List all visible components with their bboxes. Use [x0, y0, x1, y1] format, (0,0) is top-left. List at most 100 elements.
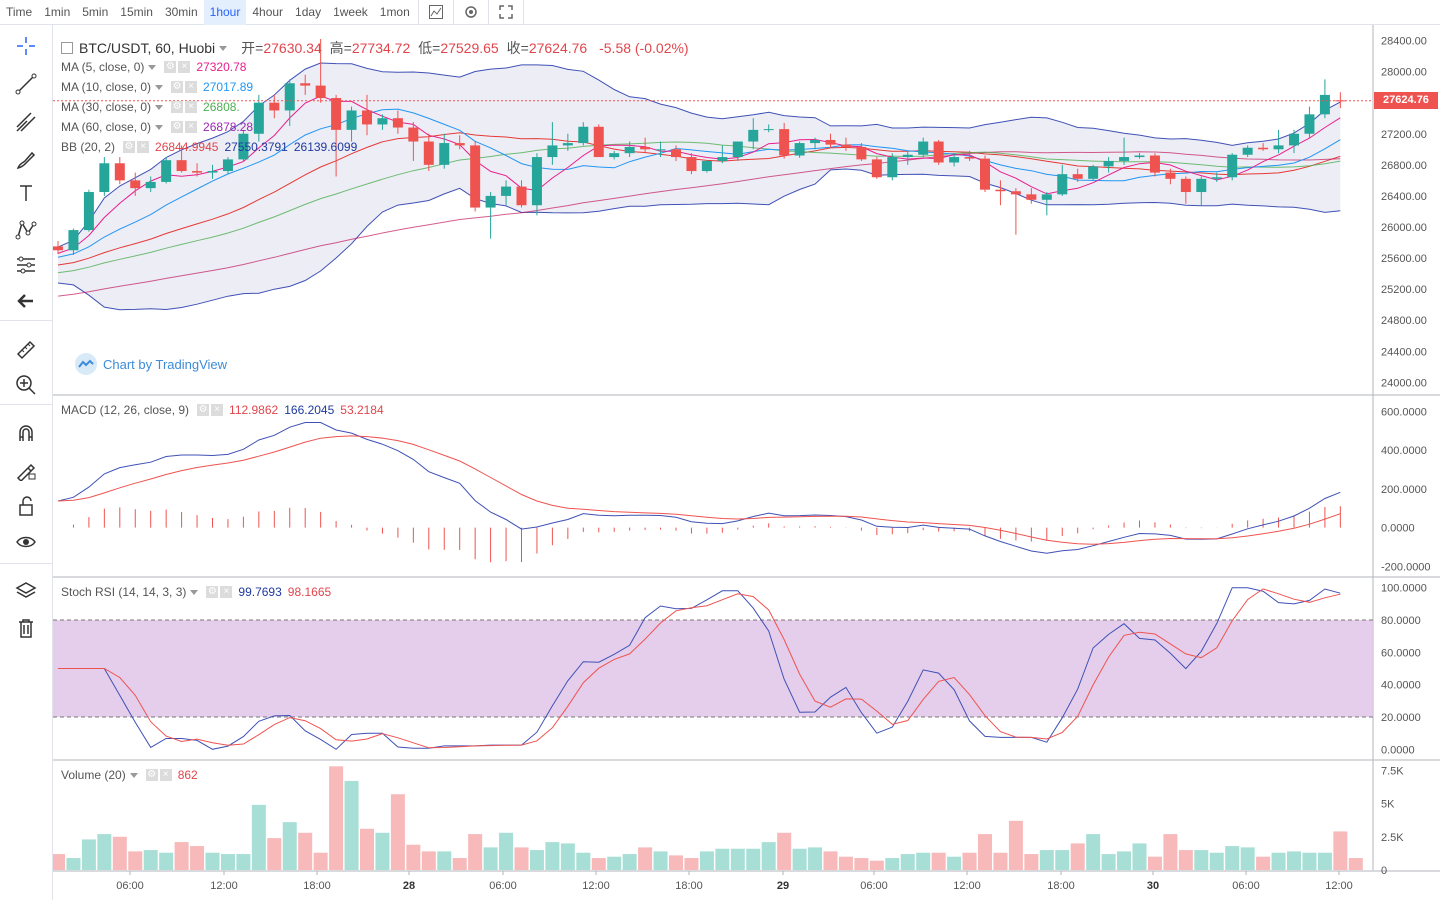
eye-icon[interactable] — [9, 527, 43, 557]
layers-icon[interactable] — [9, 576, 43, 606]
brush-icon[interactable] — [9, 145, 43, 175]
trash-icon[interactable] — [9, 613, 43, 643]
volume-bar — [452, 858, 467, 870]
settings-icon[interactable]: ⚙ — [123, 141, 136, 153]
ruler-icon[interactable] — [9, 335, 43, 365]
stoch-name: Stoch RSI (14, 14, 3, 3) — [61, 585, 187, 599]
chart-canvas[interactable]: 28400.0028000.0027600.0027200.0026800.00… — [53, 25, 1440, 900]
legend-ma10[interactable]: MA (10, close, 0) ⚙ × 27017.89 — [61, 78, 253, 96]
fullscreen-icon[interactable] — [491, 0, 521, 25]
legend-ma30[interactable]: MA (30, close, 0) ⚙ × 26808. — [61, 98, 240, 116]
candle-body — [1196, 178, 1207, 193]
ma5-line — [57, 95, 1341, 254]
interval-time-button[interactable]: Time — [6, 4, 33, 19]
magnet-icon[interactable] — [9, 418, 43, 448]
ma30-line — [57, 141, 1341, 274]
close-icon[interactable]: × — [159, 769, 172, 781]
interval-1mon-button[interactable]: 1mon — [379, 4, 410, 19]
ma60-name: MA (60, close, 0) — [61, 120, 152, 134]
interval-1hour-button[interactable]: 1hour — [203, 0, 247, 25]
chart-title-legend: BTC/USDT, 60, Huobi 开=27630.34 高=27734.7… — [61, 38, 689, 58]
legend-volume[interactable]: Volume (20) ⚙ × 862 — [61, 766, 198, 784]
settings-icon[interactable]: ⚙ — [145, 769, 158, 781]
tradingview-watermark[interactable]: Chart by TradingView — [75, 353, 227, 375]
caret-icon[interactable] — [129, 772, 138, 778]
unlock-icon[interactable] — [9, 491, 43, 521]
interval-5min-button[interactable]: 5min — [82, 4, 109, 19]
caret-icon[interactable] — [148, 64, 157, 70]
candle-body — [686, 157, 697, 172]
interval-30min-button[interactable]: 30min — [164, 4, 198, 19]
open-label: 开= — [241, 40, 264, 56]
settings-icon[interactable]: ⚙ — [197, 404, 210, 416]
legend-macd[interactable]: MACD (12, 26, close, 9) ⚙ × 112.9862 166.… — [61, 401, 384, 419]
crosshair-icon[interactable] — [9, 31, 43, 61]
time-axis-label: 18:00 — [675, 880, 703, 892]
settings-icon[interactable]: ⚙ — [206, 586, 219, 598]
candle-body — [980, 158, 990, 190]
interval-1week-button[interactable]: 1week — [333, 4, 368, 19]
volume-bar — [885, 858, 900, 870]
chart-area[interactable]: 28400.0028000.0027600.0027200.0026800.00… — [53, 25, 1440, 900]
settings-icon[interactable]: ⚙ — [164, 61, 177, 73]
volume-bar — [962, 852, 977, 870]
price-axis-label: 24800.00 — [1381, 315, 1427, 327]
lock-draw-icon[interactable] — [9, 455, 43, 485]
close-icon[interactable]: × — [178, 61, 191, 73]
time-axis-label: 12:00 — [953, 880, 981, 892]
back-arrow-icon[interactable] — [9, 286, 43, 316]
measure-icon[interactable] — [9, 250, 43, 280]
sidebar-divider — [0, 320, 53, 321]
caret-icon[interactable] — [155, 124, 164, 130]
caret-icon[interactable] — [190, 589, 199, 595]
candle-body — [83, 192, 94, 231]
candle-body — [99, 163, 110, 193]
settings-icon[interactable] — [456, 0, 486, 25]
symbol-caret-icon[interactable] — [219, 45, 228, 51]
zoom-in-icon[interactable] — [9, 370, 43, 400]
candle-body — [145, 181, 156, 189]
legend-stoch[interactable]: Stoch RSI (14, 14, 3, 3) ⚙ × 99.7693 98.1… — [61, 583, 331, 601]
volume-bar — [205, 852, 220, 870]
settings-icon[interactable]: ⚙ — [171, 121, 184, 133]
volume-bar — [622, 854, 637, 870]
candle-body — [1165, 172, 1176, 179]
trend-line-icon[interactable] — [9, 69, 43, 99]
close-icon[interactable]: × — [185, 121, 198, 133]
volume-bar — [730, 848, 745, 870]
volume-bar — [390, 794, 405, 870]
settings-icon[interactable]: ⚙ — [171, 101, 184, 113]
pattern-icon[interactable] — [9, 215, 43, 245]
close-icon[interactable]: × — [185, 101, 198, 113]
bb-lower-value: 26139.6099 — [293, 140, 358, 154]
candle-body — [1026, 194, 1037, 200]
volume-bar — [1055, 850, 1070, 870]
fib-icon[interactable] — [9, 107, 43, 137]
legend-bb[interactable]: BB (20, 2) ⚙ × 26844.9945 27550.3791 2613… — [61, 138, 357, 156]
settings-icon[interactable]: ⚙ — [171, 81, 184, 93]
chart-type-icon[interactable] — [421, 0, 451, 25]
caret-icon[interactable] — [155, 104, 164, 110]
ohlc-values: 开=27630.34 高=27734.72 低=27529.65 收=27624… — [241, 38, 688, 58]
text-icon[interactable] — [9, 178, 43, 208]
volume-bar — [1209, 852, 1224, 870]
interval-15min-button[interactable]: 15min — [120, 4, 153, 19]
legend-ma5[interactable]: MA (5, close, 0) ⚙ × 27320.78 — [61, 58, 246, 76]
interval-4hour-button[interactable]: 4hour — [252, 4, 284, 19]
time-axis-label: 28 — [403, 880, 415, 892]
legend-ma60[interactable]: MA (60, close, 0) ⚙ × 26878.28 — [61, 118, 253, 136]
volume-bar — [823, 851, 838, 870]
time-axis-label: 12:00 — [210, 880, 238, 892]
candle-body — [1041, 194, 1052, 200]
price-axis-label: 26800.00 — [1381, 160, 1427, 172]
interval-1min-button[interactable]: 1min — [44, 4, 71, 19]
close-icon[interactable]: × — [211, 404, 224, 416]
collapse-icon[interactable] — [61, 42, 73, 54]
interval-1day-button[interactable]: 1day — [295, 4, 322, 19]
close-icon[interactable]: × — [185, 81, 198, 93]
close-icon[interactable]: × — [137, 141, 150, 153]
ma10-value: 27017.89 — [203, 80, 254, 94]
volume-bar — [684, 858, 699, 870]
close-icon[interactable]: × — [220, 586, 233, 598]
caret-icon[interactable] — [155, 84, 164, 90]
